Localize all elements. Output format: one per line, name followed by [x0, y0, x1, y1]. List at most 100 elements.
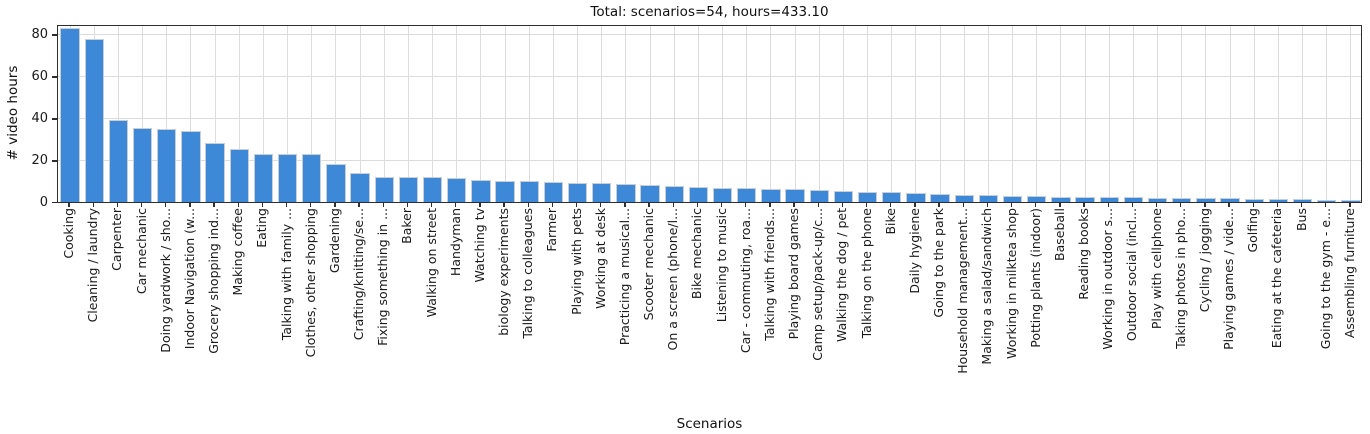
gridline-vertical [1253, 26, 1255, 202]
gridline-vertical [1326, 26, 1328, 202]
y-tick [52, 202, 57, 204]
bar [302, 153, 322, 202]
gridline-vertical [697, 26, 699, 202]
bar [277, 153, 298, 202]
bar [809, 190, 829, 202]
gridline-vertical [1060, 26, 1062, 202]
x-tick [551, 203, 554, 207]
gridline-vertical [842, 26, 844, 202]
x-tick-label: Going to the park [931, 208, 947, 318]
x-tick [890, 203, 892, 207]
bar [108, 120, 129, 202]
y-tick-label: 20 [31, 153, 48, 169]
gridline-vertical [1132, 26, 1134, 202]
x-tick-label: Indoor Navigation (w... [181, 208, 197, 350]
x-tick [213, 203, 215, 207]
gridline-vertical [601, 26, 603, 202]
x-tick [1276, 203, 1279, 207]
gridline-vertical [287, 26, 289, 202]
x-tick [1228, 203, 1230, 207]
gridline-vertical [359, 26, 361, 202]
bar [761, 188, 781, 202]
x-tick-label: Outdoor social (incl... [1124, 208, 1140, 342]
gridline-vertical [456, 26, 458, 202]
x-tick [430, 203, 433, 207]
bar [1099, 197, 1119, 202]
x-tick [575, 203, 578, 207]
bar [1196, 198, 1216, 202]
x-tick [140, 203, 143, 207]
x-tick-label: Talking with family ... [278, 208, 294, 341]
bar [1147, 197, 1168, 202]
x-tick [1059, 203, 1061, 207]
x-tick-label: Talking on the phone [858, 208, 874, 339]
gridline-vertical [214, 26, 216, 202]
x-tick [1083, 203, 1085, 207]
x-tick-label: Grocery shopping ind... [206, 208, 222, 354]
x-tick-label: Talking with friends... [761, 208, 777, 341]
bar [712, 187, 733, 202]
x-tick [358, 203, 360, 207]
plot-area [57, 25, 1362, 203]
x-tick-label: Gardening [326, 208, 342, 274]
bar [374, 176, 394, 202]
x-tick-label: Scooter mechanic [641, 208, 657, 321]
x-tick-label: Making coffee [230, 208, 246, 296]
x-tick [720, 203, 723, 207]
x-tick-label: Working at desk [592, 208, 608, 309]
x-tick [1107, 203, 1109, 207]
x-tick-label: Bike mechanic [689, 208, 705, 300]
gridline-vertical [1036, 26, 1038, 202]
bar [688, 187, 709, 202]
x-tick-label: Play with cellphone [1148, 208, 1164, 330]
x-tick-label: Bike [882, 208, 898, 235]
bar [1317, 199, 1337, 202]
y-tick-label: 0 [39, 195, 48, 210]
gridline-vertical [625, 26, 627, 202]
x-tick [962, 203, 964, 207]
bar [398, 176, 419, 202]
gridline-vertical [770, 26, 772, 202]
x-tick-label: Eating at the cafeteria [1269, 208, 1285, 349]
gridline-vertical [649, 26, 651, 202]
x-tick [455, 203, 457, 207]
x-tick [1035, 203, 1037, 207]
gridline-vertical [963, 26, 965, 202]
x-tick [672, 203, 674, 207]
y-tick-label: 80 [31, 27, 48, 43]
bar [1341, 199, 1361, 202]
gridline-vertical [1205, 26, 1207, 202]
bar [640, 184, 660, 202]
bar [616, 183, 636, 202]
x-tick-label: Working in outdoor s... [1100, 208, 1116, 350]
gridline-vertical [190, 26, 192, 202]
gridline-vertical [867, 26, 869, 202]
gridline-horizontal [58, 75, 1361, 77]
x-tick-label: Playing with pets [568, 208, 584, 315]
x-tick [696, 203, 699, 207]
x-tick [793, 203, 795, 207]
x-tick [841, 203, 844, 207]
bar [785, 189, 805, 202]
bar [1002, 195, 1023, 202]
x-tick-label: Baseball [1051, 208, 1067, 261]
bar [1268, 198, 1289, 202]
gridline-vertical [480, 26, 482, 202]
gridline-vertical [1108, 26, 1110, 202]
gridline-vertical [891, 26, 893, 202]
bar [157, 128, 177, 202]
x-tick-label: Playing games / vide... [1221, 208, 1237, 350]
x-tick-label: Talking to colleagues [520, 208, 536, 339]
x-tick-label: Farmer [544, 208, 560, 252]
gridline-vertical [746, 26, 748, 202]
x-tick [938, 203, 940, 207]
x-tick [1131, 203, 1134, 207]
x-tick-label: Handyman [447, 208, 463, 277]
bar [567, 183, 588, 202]
x-tick [382, 203, 384, 207]
x-tick [914, 203, 916, 207]
gridline-vertical [915, 26, 917, 202]
y-tick [52, 76, 57, 78]
x-tick [769, 203, 771, 207]
gridline-vertical [528, 26, 530, 202]
